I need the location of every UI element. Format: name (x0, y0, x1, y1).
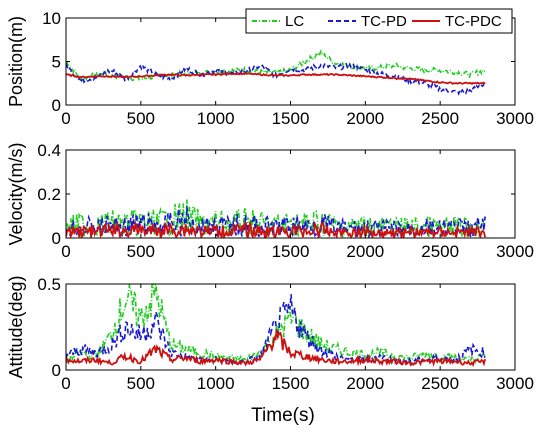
x-tick-label: 2500 (421, 242, 459, 261)
series-line-tc-pdc (66, 329, 486, 368)
series-line-lc (66, 284, 486, 366)
velocity-panel: 0 500 1000 1500 2000 2500 3000 0 0.2 0.4 Velocity(… (6, 141, 534, 261)
x-tick-label: 3000 (496, 374, 534, 393)
y-tick-label: 0.4 (37, 141, 61, 160)
x-tick-label: 500 (127, 374, 155, 393)
y-axis-label: Velocity(m/s) (6, 142, 26, 245)
x-tick-label: 3000 (496, 109, 534, 128)
legend-box (245, 8, 513, 34)
series-line-lc (66, 199, 486, 238)
y-tick-label: 0.2 (37, 185, 61, 204)
y-tick-label: 0 (52, 361, 61, 380)
plot-area (66, 284, 486, 368)
legend-label-tc-pdc: TC-PDC (445, 13, 502, 30)
y-axis-label: Attitude(deg) (6, 275, 26, 378)
position-panel: 0 500 1000 1500 2000 2500 3000 0 5 10 Position(m) (6, 9, 534, 128)
x-tick-label: 2000 (346, 374, 384, 393)
x-tick-label: 0 (61, 374, 70, 393)
y-tick-label: 0.5 (37, 275, 61, 294)
x-tick-label: 1000 (197, 242, 235, 261)
legend-label-lc: LC (285, 13, 304, 30)
x-tick-label: 0 (61, 109, 70, 128)
series-line-tc-pd (66, 62, 486, 97)
x-tick-label: 500 (127, 109, 155, 128)
x-axis-label: Time(s) (251, 405, 315, 426)
x-tick-label: 2000 (346, 242, 384, 261)
y-tick-label: 0 (52, 229, 61, 248)
series-line-tc-pd (66, 294, 486, 366)
series-line-tc-pdc (66, 220, 486, 238)
y-tick-label: 10 (42, 9, 61, 28)
legend-label-tc-pd: TC-PD (361, 13, 407, 30)
series-line-tc-pdc (66, 71, 486, 86)
attitude-panel: 0 500 1000 1500 2000 2500 3000 0 0.5 Attitude(deg… (6, 275, 534, 393)
x-tick-label: 1500 (272, 374, 310, 393)
x-tick-label: 1500 (272, 109, 310, 128)
x-tick-label: 1000 (197, 374, 235, 393)
x-tick-label: 2500 (421, 109, 459, 128)
legend: LC TC-PD TC-PDC (245, 8, 513, 34)
x-tick-label: 1000 (197, 109, 235, 128)
x-tick-label: 2500 (421, 374, 459, 393)
x-tick-label: 2000 (346, 109, 384, 128)
x-tick-label: 1500 (272, 242, 310, 261)
x-tick-label: 3000 (496, 242, 534, 261)
x-tick-label: 500 (127, 242, 155, 261)
plot-area (66, 199, 486, 238)
y-axis-label: Position(m) (6, 16, 26, 107)
y-tick-label: 0 (52, 96, 61, 115)
x-tick-label: 0 (61, 242, 70, 261)
y-tick-label: 5 (52, 53, 61, 72)
plot-area (66, 49, 486, 97)
